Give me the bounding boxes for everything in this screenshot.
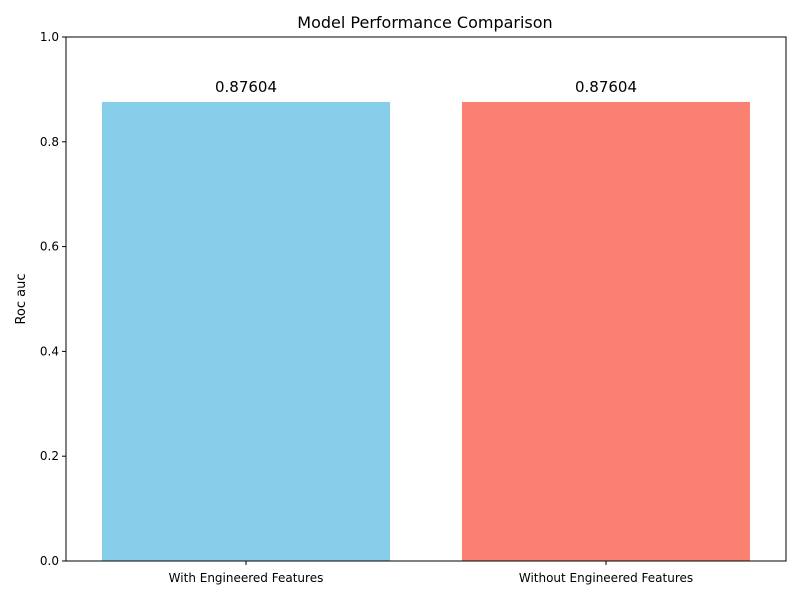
y-axis-label: Roc auc [14, 273, 29, 324]
bar-value-label-2: 0.87604 [575, 78, 637, 96]
y-tick-label-5: 0.8 [40, 135, 59, 149]
plot-area: 0.87604 With Engineered Features 0.87604 Wi… [40, 30, 787, 585]
y-tick-label-4: 0.6 [40, 240, 59, 254]
bar-value-label-1: 0.87604 [215, 78, 277, 96]
plot-frame [65, 36, 787, 562]
y-tick-label-6: 1.0 [40, 30, 59, 44]
bar-1 [102, 101, 390, 561]
y-tick-label-1: 0.0 [40, 554, 59, 568]
y-tick-label-3: 0.4 [40, 344, 59, 358]
y-tick-label-2: 0.2 [40, 449, 59, 463]
chart-title: Model Performance Comparison [297, 13, 552, 32]
x-tick-label-2: Without Engineered Features [519, 571, 693, 585]
bar-2 [462, 101, 750, 561]
x-tick-label-1: With Engineered Features [169, 571, 324, 585]
